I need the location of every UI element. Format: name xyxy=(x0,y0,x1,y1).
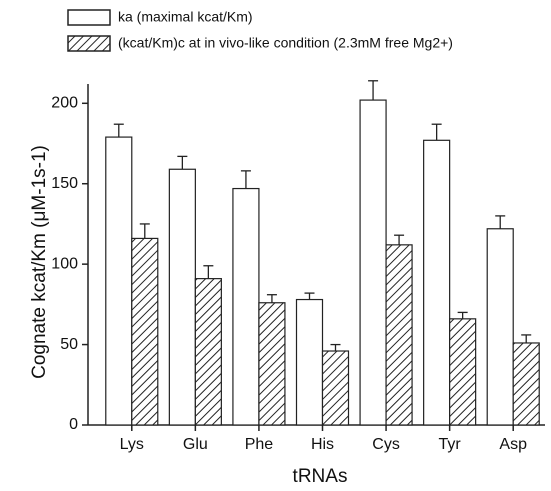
y-tick-label: 0 xyxy=(69,416,78,433)
legend-swatch xyxy=(67,35,111,52)
legend-swatch xyxy=(67,9,111,26)
x-tick-label: Lys xyxy=(120,436,144,453)
bar xyxy=(321,350,350,426)
bar xyxy=(105,136,133,426)
bar xyxy=(295,298,324,426)
x-tick-label: Tyr xyxy=(439,436,462,453)
bar xyxy=(168,168,196,426)
legend-label: ka (maximal kcat/Km) xyxy=(118,9,253,25)
x-tick-label: Glu xyxy=(183,436,208,453)
bar xyxy=(423,139,451,426)
bar xyxy=(258,302,286,426)
bar xyxy=(232,187,260,426)
x-tick-label: Asp xyxy=(499,436,527,453)
y-tick-label: 100 xyxy=(51,255,78,272)
bar xyxy=(512,342,540,426)
bar xyxy=(449,318,477,426)
y-tick-label: 50 xyxy=(60,336,78,353)
legend-label: (kcat/Km)c at in vivo-like condition (2.… xyxy=(118,35,453,51)
x-tick-label: Cys xyxy=(372,436,400,453)
bar xyxy=(131,237,159,426)
bar xyxy=(194,278,222,426)
y-tick-label: 150 xyxy=(51,175,78,192)
y-axis-label: Cognate kcat/Km (μM-1s-1) xyxy=(29,145,50,379)
x-axis-label: tRNAs xyxy=(293,466,348,487)
x-tick-label: His xyxy=(311,436,334,453)
bar xyxy=(359,99,387,426)
x-tick-label: Phe xyxy=(245,436,274,453)
y-tick-label: 200 xyxy=(51,95,78,112)
bar xyxy=(486,228,514,426)
bar xyxy=(385,244,413,426)
